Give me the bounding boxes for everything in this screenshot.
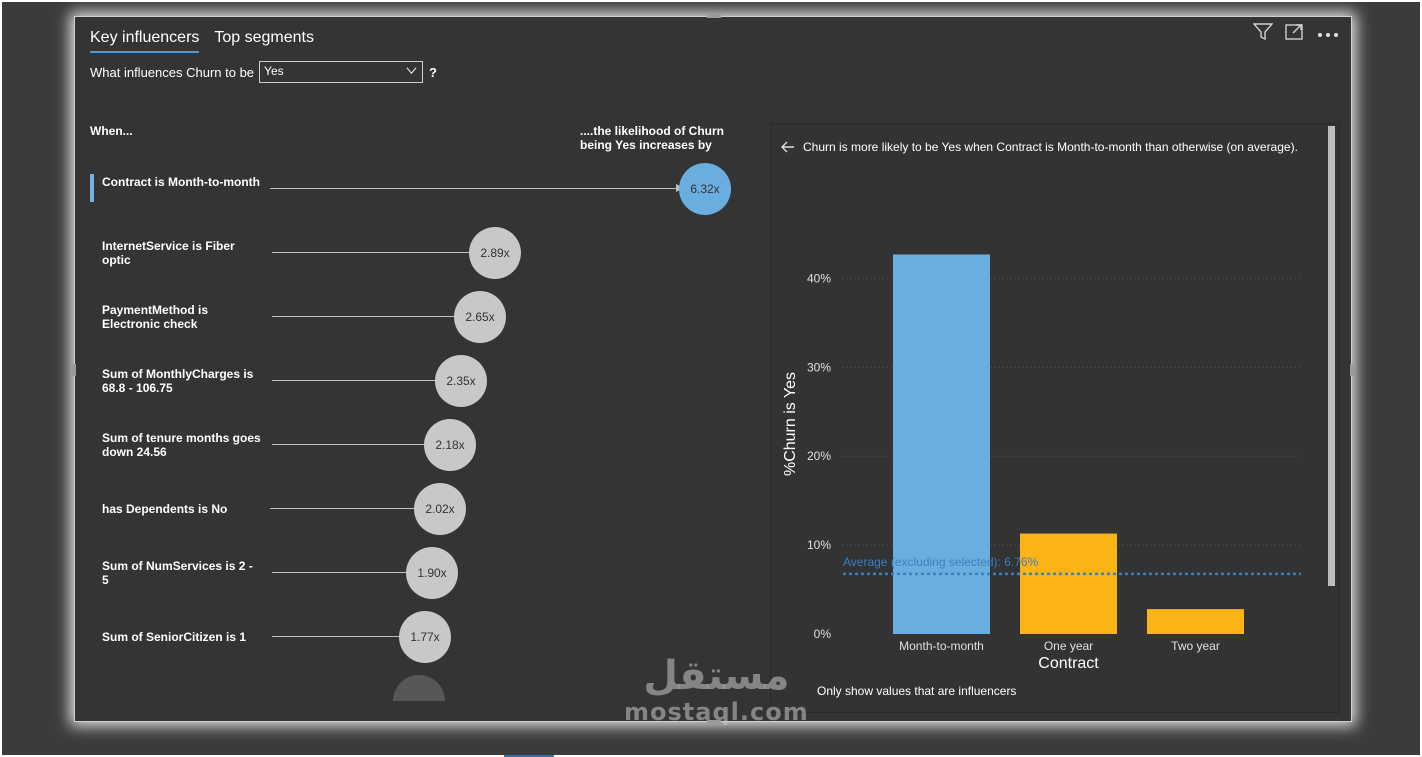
y-tick-label: 30%: [807, 360, 831, 374]
influencer-value-bubble[interactable]: 2.35x: [435, 355, 487, 407]
influencer-row[interactable]: Sum of MonthlyCharges is 68.8 - 106.75 2…: [90, 351, 740, 411]
tab-top-segments[interactable]: Top segments: [214, 29, 314, 46]
y-tick-label: 40%: [807, 271, 831, 285]
influencer-value-bubble[interactable]: 2.18x: [424, 419, 476, 471]
bar: [1147, 609, 1244, 634]
influencer-row[interactable]: has Dependents is No 2.02x: [90, 479, 740, 539]
back-arrow-icon[interactable]: [781, 141, 795, 153]
y-tick-label: 20%: [807, 449, 831, 463]
resize-handle-top[interactable]: [707, 14, 721, 18]
tab-key-influencers[interactable]: Key influencers: [90, 29, 200, 53]
influencer-label: Sum of tenure months goes down 24.56: [102, 431, 261, 459]
influencer-row[interactable]: InternetService is Fiber optic 2.89x: [90, 223, 740, 283]
detail-headline: Churn is more likely to be Yes when Cont…: [781, 140, 1298, 154]
influencer-row[interactable]: Sum of NumServices is 2 - 5 1.90x: [90, 543, 740, 603]
filter-icon[interactable]: [1252, 23, 1274, 46]
visual-header-toolbar: [1252, 23, 1339, 46]
page-tab-indicator: [504, 755, 554, 757]
influencer-arrow-line: [272, 252, 478, 253]
panel-scrollbar[interactable]: [1328, 126, 1335, 586]
influencer-value-bubble[interactable]: 1.77x: [399, 611, 451, 663]
chevron-down-icon: [406, 67, 417, 75]
influencer-label: InternetService is Fiber optic: [102, 239, 235, 267]
key-influencers-visual[interactable]: Key influencers Top segments What influe…: [72, 14, 1354, 724]
x-tick-label: Two year: [1171, 639, 1220, 653]
influencer-value-bubble[interactable]: 6.32x: [679, 163, 731, 215]
influencer-label: PaymentMethod is Electronic check: [102, 303, 209, 331]
influencer-arrow-line: [272, 636, 402, 637]
dropdown-selected-value: Yes: [264, 64, 284, 78]
influencer-label: Sum of SeniorCitizen is 1: [102, 630, 247, 644]
selected-indicator: [90, 174, 94, 202]
influencer-value-bubble[interactable]: 2.02x: [414, 483, 466, 535]
influencer-detail-panel: Churn is more likely to be Yes when Cont…: [770, 123, 1340, 713]
influencer-row[interactable]: PaymentMethod is Electronic check 2.65x: [90, 287, 740, 347]
watermark-latin: mostaql.com: [624, 698, 809, 726]
influencer-row[interactable]: Sum of tenure months goes down 24.56 2.1…: [90, 415, 740, 475]
x-axis-title: Contract: [1038, 655, 1099, 672]
influencer-label: has Dependents is No: [102, 502, 228, 516]
influencer-row[interactable]: Sum of SeniorCitizen is 1 1.77x: [90, 607, 740, 667]
influencer-arrow-line: [270, 188, 676, 189]
influencer-row[interactable]: Contract is Month-to-month 6.32x: [90, 159, 740, 219]
influencer-value-bubble[interactable]: 1.90x: [406, 547, 458, 599]
watermark-arabic: مستقل: [643, 653, 790, 699]
influencer-arrow-line: [272, 444, 432, 445]
influencer-arrow-line: [272, 316, 462, 317]
resize-handle-left[interactable]: [72, 364, 76, 376]
x-tick-label: Month-to-month: [899, 639, 984, 653]
average-reference-label: Average (excluding selected): 6.76%: [843, 555, 1039, 569]
likelihood-header: ....the likelihood of Churn being Yes in…: [580, 124, 724, 152]
influencer-label: Sum of MonthlyCharges is 68.8 - 106.75: [102, 367, 254, 395]
when-header: When...: [90, 124, 133, 138]
resize-handle-right[interactable]: [1350, 364, 1354, 376]
contract-bar-chart: 0% 10% 20% 30% 40% Month-to-month One year Two …: [782, 254, 1301, 672]
detail-headline-text: Churn is more likely to be Yes when Cont…: [803, 140, 1298, 154]
bar: [1020, 533, 1117, 634]
influence-question: What influences Churn to be Yes ?: [90, 61, 437, 83]
bar: [893, 254, 990, 634]
influencer-label: Contract is Month-to-month: [102, 175, 260, 189]
y-axis-title: %Churn is Yes: [782, 372, 799, 476]
only-show-influencers-toggle[interactable]: Only show values that are influencers: [817, 684, 1017, 698]
resize-handle-bottom[interactable]: [707, 720, 721, 724]
influencer-value-bubble[interactable]: 2.89x: [469, 227, 521, 279]
more-options-icon[interactable]: [1317, 26, 1339, 44]
focus-mode-icon[interactable]: [1285, 23, 1305, 46]
influencer-arrow-line: [272, 380, 442, 381]
influencer-arrow-line: [272, 572, 412, 573]
visual-tabs: Key influencers Top segments: [90, 29, 314, 53]
help-icon[interactable]: ?: [429, 64, 437, 80]
influencer-label: Sum of NumServices is 2 - 5: [102, 559, 253, 587]
partial-next-bubble: [393, 675, 445, 701]
y-tick-label: 10%: [807, 538, 831, 552]
question-prefix: What influences Churn to be: [90, 64, 255, 80]
mostaql-watermark: مستقل mostaql.com: [624, 654, 809, 726]
churn-value-dropdown[interactable]: Yes: [259, 61, 424, 83]
y-tick-label: 0%: [814, 627, 832, 641]
influencer-value-bubble[interactable]: 2.65x: [454, 291, 506, 343]
influencer-arrow-line: [270, 508, 420, 509]
x-tick-label: One year: [1044, 639, 1093, 653]
